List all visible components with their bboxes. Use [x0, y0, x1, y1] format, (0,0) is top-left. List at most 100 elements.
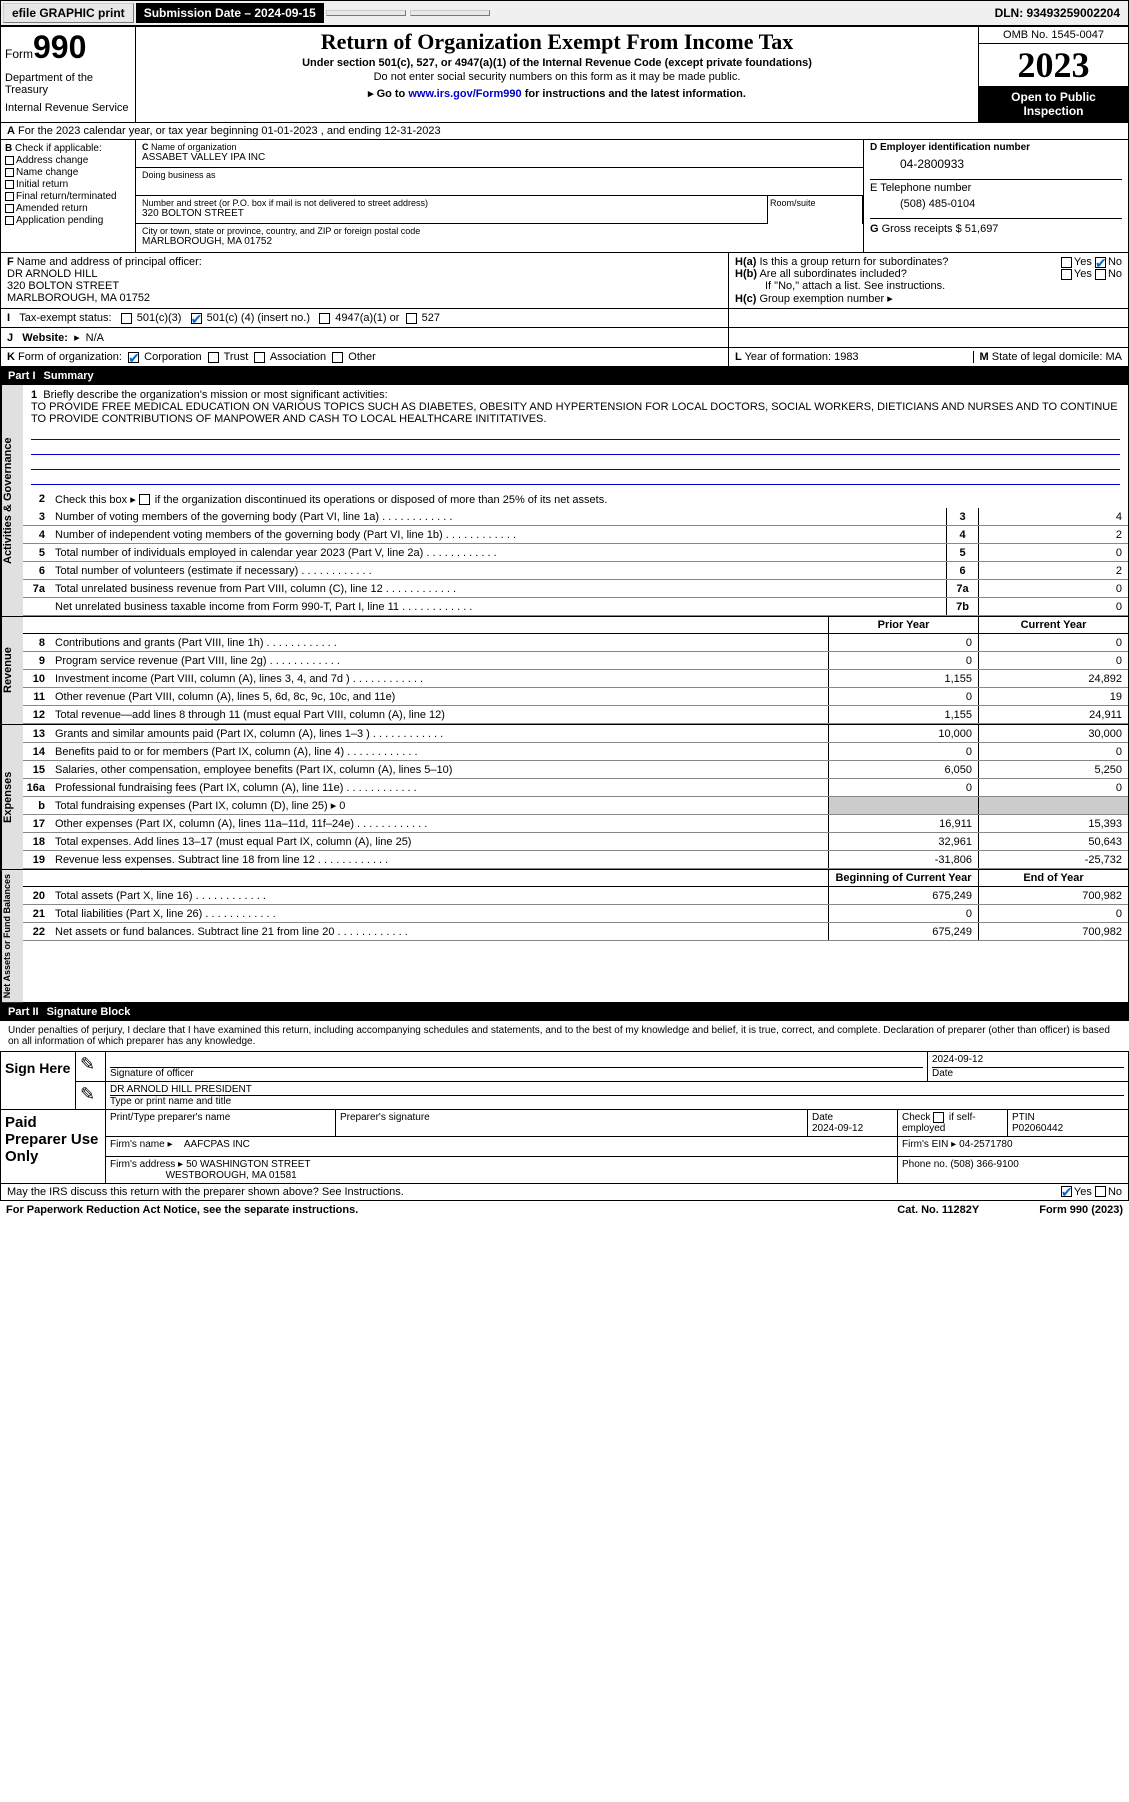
ha-label: Is this a group return for subordinates?: [759, 256, 948, 268]
domicile-value: MA: [1106, 351, 1123, 363]
mission-line: [31, 471, 1120, 485]
dba-label: Doing business as: [142, 170, 857, 180]
assoc-checkbox[interactable]: [254, 352, 265, 363]
arrow-icon-5: [167, 1139, 175, 1150]
officer-city: MARLBOROUGH, MA 01752: [7, 292, 150, 304]
yes-label-2: Yes: [1074, 268, 1092, 280]
form-header: Form990 Department of the Treasury Inter…: [0, 26, 1129, 123]
dept-treasury: Department of the Treasury: [5, 72, 131, 96]
initial-return-checkbox[interactable]: [5, 180, 14, 189]
line13-curr: 30,000: [978, 725, 1128, 742]
firm-phone-label: Phone no.: [902, 1159, 948, 1170]
discuss-row: May the IRS discuss this return with the…: [0, 1184, 1129, 1201]
blank-button-2[interactable]: [410, 10, 490, 16]
firm-ein: 04-2571780: [959, 1139, 1012, 1150]
line9-prior: 0: [828, 652, 978, 669]
firm-name: AAFCPAS INC: [184, 1139, 250, 1150]
527-checkbox[interactable]: [406, 313, 417, 324]
irs-link[interactable]: www.irs.gov/Form990: [408, 88, 521, 100]
discuss-yes-checkbox[interactable]: [1061, 1186, 1072, 1197]
goto-after: for instructions and the latest informat…: [525, 88, 746, 100]
street-value: 320 BOLTON STREET: [142, 208, 761, 219]
line13-prior: 10,000: [828, 725, 978, 742]
other-checkbox[interactable]: [332, 352, 343, 363]
line3-value: 4: [978, 508, 1128, 525]
line16b-value: 0: [339, 800, 345, 812]
selfemp-checkbox[interactable]: [933, 1112, 944, 1123]
yes-label-3: Yes: [1074, 1186, 1092, 1198]
line16a-text: Professional fundraising fees (Part IX, …: [51, 780, 828, 796]
no-label-3: No: [1108, 1186, 1122, 1198]
efile-print-button[interactable]: efile GRAPHIC print: [3, 3, 134, 23]
hb-yes-checkbox[interactable]: [1061, 269, 1072, 280]
form-word: Form: [5, 47, 33, 61]
expenses-section: Expenses 13Grants and similar amounts pa…: [0, 725, 1129, 870]
arrow-icon-4: [331, 800, 340, 812]
line1-label: Briefly describe the organization's miss…: [43, 389, 387, 401]
hb-note: If "No," attach a list. See instructions…: [735, 280, 945, 292]
netassets-tab: Net Assets or Fund Balances: [1, 870, 23, 1002]
end-header: End of Year: [978, 870, 1128, 886]
line19-curr: -25,732: [978, 851, 1128, 868]
goto-label: Go to: [377, 88, 406, 100]
line9-curr: 0: [978, 652, 1128, 669]
line19-prior: -31,806: [828, 851, 978, 868]
hb-label: Are all subordinates included?: [759, 268, 906, 280]
app-pending-checkbox[interactable]: [5, 216, 14, 225]
part2-num: Part II: [8, 1006, 47, 1018]
line18-text: Total expenses. Add lines 13–17 (must eq…: [51, 834, 828, 850]
501c-checkbox[interactable]: [191, 313, 202, 324]
sign-here-label: Sign Here: [1, 1052, 76, 1109]
name-change-checkbox[interactable]: [5, 168, 14, 177]
trust-label: Trust: [224, 351, 249, 363]
amended-label: Amended return: [16, 203, 88, 214]
revenue-section: Revenue Prior YearCurrent Year 8Contribu…: [0, 617, 1129, 725]
initial-return-label: Initial return: [16, 179, 68, 190]
prep-name-label: Print/Type preparer's name: [106, 1110, 336, 1136]
firm-phone: (508) 366-9100: [950, 1159, 1018, 1170]
address-change-checkbox[interactable]: [5, 156, 14, 165]
hc-label: Group exemption number: [759, 293, 884, 305]
line18-prior: 32,961: [828, 833, 978, 850]
amended-checkbox[interactable]: [5, 204, 14, 213]
4947-checkbox[interactable]: [319, 313, 330, 324]
part2-title: Signature Block: [47, 1006, 1121, 1018]
firm-addr1: 50 WASHINGTON STREET: [186, 1159, 310, 1170]
mission-text: TO PROVIDE FREE MEDICAL EDUCATION ON VAR…: [31, 401, 1118, 425]
line15-prior: 6,050: [828, 761, 978, 778]
part1-header: Part I Summary: [0, 367, 1129, 385]
ein-label: Employer identification number: [880, 142, 1030, 153]
ha-no-checkbox[interactable]: [1095, 257, 1106, 268]
trust-checkbox[interactable]: [208, 352, 219, 363]
line22-text: Net assets or fund balances. Subtract li…: [51, 924, 828, 940]
ha-yes-checkbox[interactable]: [1061, 257, 1072, 268]
line17-curr: 15,393: [978, 815, 1128, 832]
expenses-tab: Expenses: [1, 725, 23, 869]
sig-type-label: Type or print name and title: [110, 1096, 231, 1107]
blank-button-1[interactable]: [326, 10, 406, 16]
part1-num: Part I: [8, 370, 44, 382]
final-return-checkbox[interactable]: [5, 192, 14, 201]
signature-declaration: Under penalties of perjury, I declare th…: [0, 1021, 1129, 1052]
line22-curr: 700,982: [978, 923, 1128, 940]
discuss-no-checkbox[interactable]: [1095, 1186, 1106, 1197]
beginning-header: Beginning of Current Year: [828, 870, 978, 886]
no-ssn-note: Do not enter social security numbers on …: [142, 71, 972, 83]
4947-label: 4947(a)(1) or: [335, 312, 399, 324]
irs-label: Internal Revenue Service: [5, 102, 131, 114]
hb-no-checkbox[interactable]: [1095, 269, 1106, 280]
line14-text: Benefits paid to or for members (Part IX…: [51, 744, 828, 760]
line2-checkbox[interactable]: [139, 494, 150, 505]
501c3-checkbox[interactable]: [121, 313, 132, 324]
website-value: N/A: [86, 332, 104, 344]
prep-date: 2024-09-12: [812, 1123, 863, 1134]
line17-prior: 16,911: [828, 815, 978, 832]
corp-checkbox[interactable]: [128, 352, 139, 363]
name-change-label: Name change: [16, 167, 78, 178]
pen-icon: ✎: [76, 1052, 106, 1081]
line11-curr: 19: [978, 688, 1128, 705]
current-year-header: Current Year: [978, 617, 1128, 633]
firm-ein-label: Firm's EIN: [902, 1139, 948, 1150]
form-title: Return of Organization Exempt From Incom…: [142, 29, 972, 55]
sig-name: DR ARNOLD HILL PRESIDENT: [110, 1084, 1124, 1096]
